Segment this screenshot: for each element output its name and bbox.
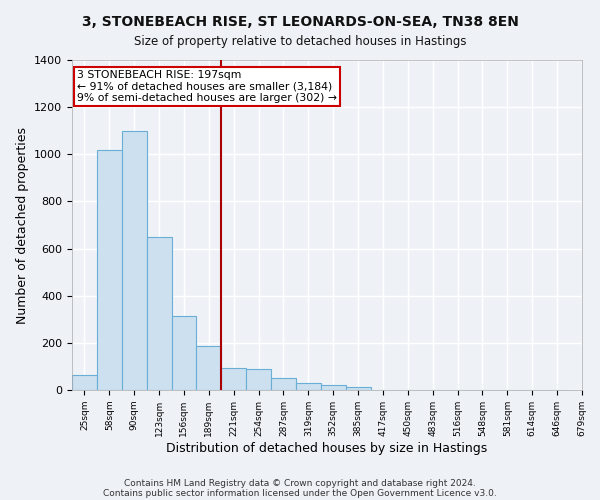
- Bar: [172, 316, 196, 390]
- Bar: [246, 369, 271, 390]
- Bar: [146, 237, 172, 390]
- Bar: [321, 386, 346, 390]
- Bar: [346, 387, 371, 390]
- Text: 3, STONEBEACH RISE, ST LEONARDS-ON-SEA, TN38 8EN: 3, STONEBEACH RISE, ST LEONARDS-ON-SEA, …: [82, 15, 518, 29]
- Bar: [72, 374, 97, 390]
- Bar: [271, 378, 296, 390]
- Text: Contains HM Land Registry data © Crown copyright and database right 2024.: Contains HM Land Registry data © Crown c…: [124, 478, 476, 488]
- Text: 3 STONEBEACH RISE: 197sqm
← 91% of detached houses are smaller (3,184)
9% of sem: 3 STONEBEACH RISE: 197sqm ← 91% of detac…: [77, 70, 337, 103]
- Y-axis label: Number of detached properties: Number of detached properties: [16, 126, 29, 324]
- Bar: [296, 383, 321, 390]
- Bar: [196, 346, 221, 390]
- Bar: [97, 150, 122, 390]
- Bar: [221, 368, 246, 390]
- Text: Contains public sector information licensed under the Open Government Licence v3: Contains public sector information licen…: [103, 488, 497, 498]
- X-axis label: Distribution of detached houses by size in Hastings: Distribution of detached houses by size …: [166, 442, 488, 454]
- Bar: [122, 130, 146, 390]
- Text: Size of property relative to detached houses in Hastings: Size of property relative to detached ho…: [134, 35, 466, 48]
